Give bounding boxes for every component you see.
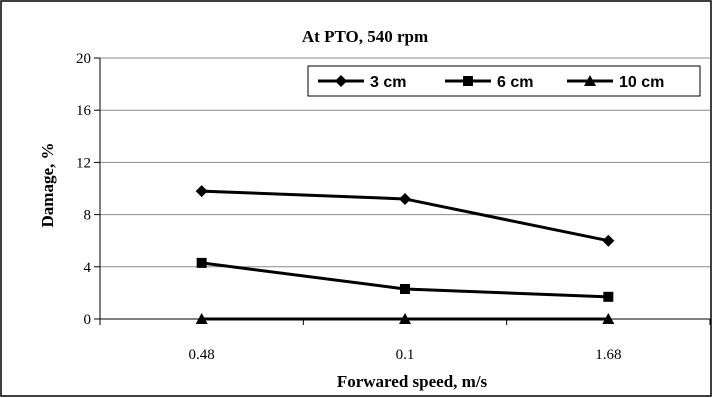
x-axis-label: Forwared speed, m/s [337,372,488,391]
legend-label: 3 cm [370,74,406,91]
series-10-cm [195,313,615,324]
y-tick-label: 16 [76,103,92,119]
triangle-marker [195,313,208,324]
square-marker [603,291,614,302]
y-tick-label: 0 [84,312,92,328]
series-layer [195,185,615,324]
square-marker [463,76,473,86]
legend-label: 10 cm [619,74,664,91]
triangle-marker [399,313,411,324]
diamond-marker [399,192,411,205]
square-marker [400,283,410,294]
triangle-marker [602,313,615,324]
x-tick-label: 0.1 [396,347,415,363]
x-tick-label: 0.48 [189,347,215,363]
square-marker [196,257,207,268]
series-3-cm [195,185,615,247]
y-tick-label: 8 [84,208,92,224]
y-tick-label: 20 [76,51,91,67]
y-axis-label: Damage, % [38,143,57,228]
x-tick-label: 1.68 [595,347,621,363]
legend: 3 cm 6 cm 10 cm [307,65,701,97]
diamond-marker [195,185,208,198]
series-6-cm [196,257,614,302]
legend-label: 6 cm [497,74,533,91]
y-tick-label: 12 [76,155,91,171]
chart-title: At PTO, 540 rpm [302,27,428,46]
diamond-marker [602,234,615,247]
triangle-marker [584,75,596,86]
legend-box [307,65,701,97]
y-tick-label: 4 [84,260,92,276]
diamond-marker [335,75,347,87]
